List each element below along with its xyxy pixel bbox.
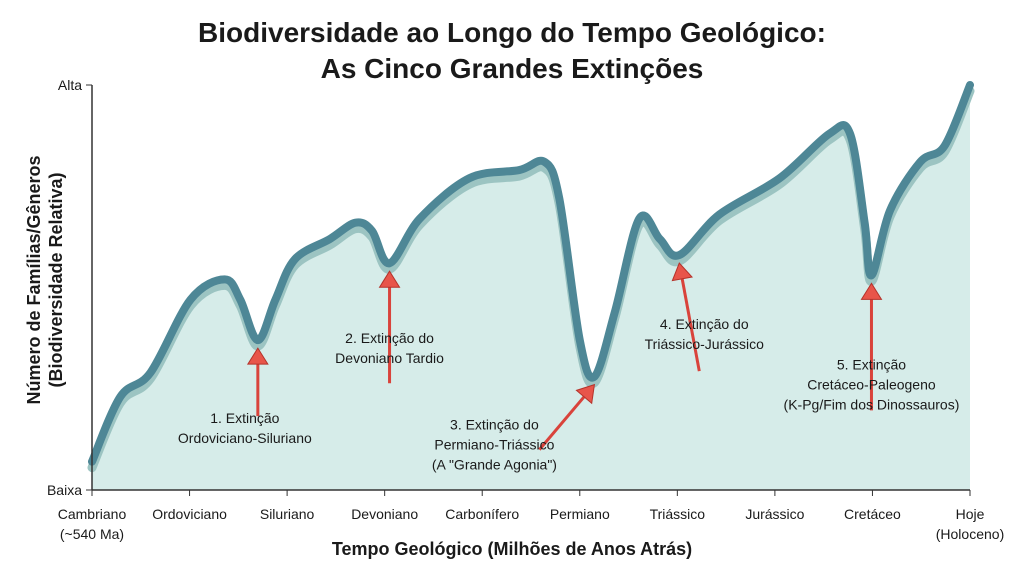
annotation-arrowhead bbox=[860, 282, 883, 300]
x-axis-title: Tempo Geológico (Milhões de Anos Atrás) bbox=[332, 539, 692, 559]
annotation: 4. Extinção do Triássico-Jurássico bbox=[645, 316, 764, 352]
x-tick-label: Jurássico bbox=[745, 506, 804, 522]
x-tick-label: Ordoviciano bbox=[152, 506, 227, 522]
annotation-arrow bbox=[538, 395, 586, 451]
annotation-arrowhead bbox=[246, 347, 269, 365]
x-tick-label: Siluriano bbox=[260, 506, 315, 522]
annotation: 5. Extinção Cretáceo-Paleogeno (K-Pg/Fim d… bbox=[784, 356, 960, 412]
annotation: 2. Extinção do Devoniano Tardio bbox=[335, 330, 444, 366]
x-tick-label: Cretáceo bbox=[844, 506, 901, 522]
area-fill bbox=[92, 85, 970, 490]
annotation-arrowhead bbox=[671, 262, 694, 282]
annotation-arrow bbox=[680, 278, 701, 372]
x-tick-label: Permiano bbox=[550, 506, 610, 522]
x-tick-label: Triássico bbox=[650, 506, 706, 522]
annotation-arrowhead bbox=[378, 270, 401, 288]
x-tick-label: Carbonífero bbox=[445, 506, 519, 522]
chart-title: Biodiversidade ao Longo do Tempo Geológi… bbox=[198, 17, 826, 84]
y-axis-title: Número de Famílias/Gêneros (Biodiversidad… bbox=[24, 155, 66, 404]
annotation-arrowhead bbox=[575, 383, 596, 405]
y-tick-label: Alta bbox=[58, 77, 82, 93]
annotation: 1. Extinção Ordoviciano-Siluriano bbox=[178, 410, 312, 446]
line bbox=[88, 81, 974, 466]
x-tick-label: Hoje (Holoceno) bbox=[936, 506, 1004, 542]
x-tick-label: Cambriano (~540 Ma) bbox=[58, 506, 127, 542]
x-tick-label: Devoniano bbox=[351, 506, 418, 522]
annotation: 3. Extinção do Permiano-Triássico (A "Gran… bbox=[432, 417, 557, 473]
y-tick-label: Baixa bbox=[47, 482, 82, 498]
